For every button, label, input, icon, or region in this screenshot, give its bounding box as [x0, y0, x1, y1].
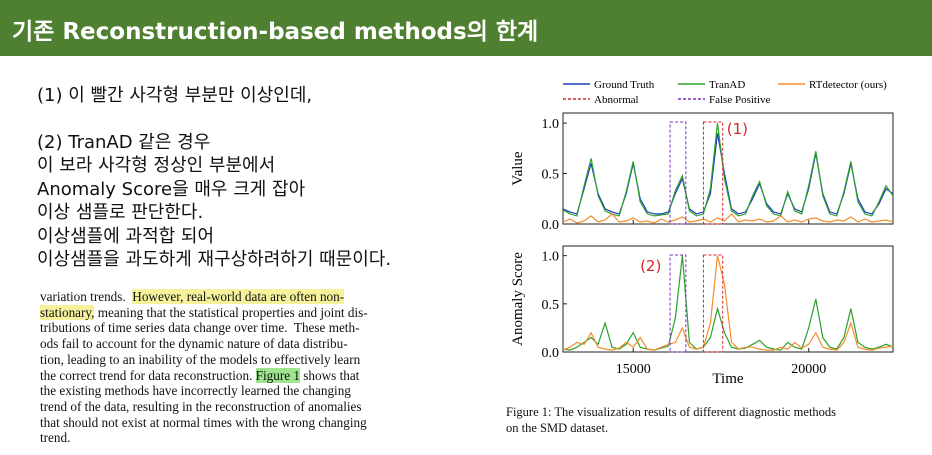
highlighted-text: Figure 1 [255, 367, 300, 383]
annotation: (2) [640, 257, 661, 275]
highlighted-text: stationary, [40, 304, 95, 320]
region-box [669, 254, 687, 353]
y-tick-label: 0.5 [542, 298, 560, 313]
excerpt-line: tributions of time series data change ov… [40, 320, 415, 336]
excerpt-line: trend of the data, resulting in the reco… [40, 399, 415, 415]
y-axis-label: Value [510, 151, 526, 185]
legend-label: RTdetector (ours) [809, 79, 887, 91]
region-box [702, 121, 724, 225]
note-line: (2) TranAD 같은 경우 [37, 131, 211, 153]
note-line: 이상샘플에 과적합 되어 [37, 225, 215, 247]
text-run: ods fail to account for the dynamic natu… [40, 336, 348, 352]
text-run: shows that [300, 367, 360, 383]
text-run: that should not exist at normal times wi… [40, 414, 367, 430]
legend-label: Abnormal [594, 94, 639, 106]
y-axis-label: Anomaly Score [510, 252, 526, 346]
plot-frame [562, 245, 894, 353]
notes: (1) 이 빨간 사각형 부분만 이상인데, (2) TranAD 같은 경우 이 … [37, 84, 391, 272]
header-bar: 기존 Reconstruction-based methods의 한계 [0, 0, 932, 56]
text-run: tributions of time series data change ov… [40, 320, 360, 336]
y-tick-label: 0.0 [542, 218, 560, 233]
excerpt-line: variation trends. However, real-world da… [40, 289, 415, 305]
note-line: (1) 이 빨간 사각형 부분만 이상인데, [37, 85, 313, 106]
legend-label: False Positive [709, 94, 771, 106]
excerpt-line: the correct trend for data reconstructio… [40, 367, 415, 384]
note-line: 이상샘플을 과도하게 재구상하려하기 때문이다. [37, 249, 392, 270]
text-run: the existing methods have incorrectly le… [40, 383, 351, 399]
excerpt-line: ods fail to account for the dynamic natu… [40, 336, 415, 352]
excerpt-line: tion, leading to an inability of the mod… [40, 352, 415, 368]
note-line: 이 보라 사각형 정상인 부분에서 [37, 155, 276, 176]
text-run: variation trends. [40, 289, 133, 304]
x-tick-label: 20000 [791, 362, 826, 377]
series-line [562, 213, 894, 224]
text-run: meaning that the statistical properties … [94, 304, 368, 320]
series-line [562, 123, 894, 217]
excerpt-line: stationary, meaning that the statistical… [40, 304, 415, 321]
text-run: tion, leading to an inability of the mod… [40, 351, 361, 367]
paper-excerpt: variation trends. However, real-world da… [40, 289, 415, 446]
excerpt-line: trend. [40, 430, 415, 446]
note-line: 이상 샘플로 판단한다. [37, 202, 204, 223]
series-line [562, 255, 894, 351]
slide-title: 기존 Reconstruction-based methods의 한계 [12, 19, 539, 45]
legend-label: TranAD [709, 79, 745, 91]
note-line: Anomaly Score을 매우 크게 잡아 [37, 178, 306, 200]
text-run: trend of the data, resulting in the reco… [40, 398, 362, 414]
plot-frame [562, 112, 894, 225]
region-box [702, 254, 724, 353]
excerpt-line: the existing methods have incorrectly le… [40, 383, 415, 399]
caption-line: on the SMD dataset. [506, 421, 609, 435]
legend-label: Ground Truth [594, 79, 655, 91]
x-axis-label: Time [712, 371, 743, 387]
series-line [562, 133, 894, 215]
excerpt-line: that should not exist at normal times wi… [40, 415, 415, 431]
y-tick-label: 0.5 [542, 168, 560, 183]
highlighted-text: However, real-world data are often non- [132, 289, 345, 304]
series-line [562, 255, 894, 351]
caption-line: Figure 1: The visualization results of d… [506, 405, 837, 419]
x-tick-label: 15000 [616, 362, 651, 377]
text-run: the correct trend for data reconstructio… [40, 367, 256, 383]
y-tick-label: 0.0 [542, 346, 560, 361]
annotation: (1) [727, 120, 748, 138]
y-tick-label: 1.0 [542, 250, 560, 265]
figure-caption: Figure 1: The visualization results of d… [506, 404, 916, 436]
y-tick-label: 1.0 [542, 117, 560, 132]
text-run: trend. [40, 430, 71, 446]
figure: Ground Truth TranAD RTdetector (ours) Abnor… [510, 79, 894, 387]
region-box [669, 121, 687, 225]
